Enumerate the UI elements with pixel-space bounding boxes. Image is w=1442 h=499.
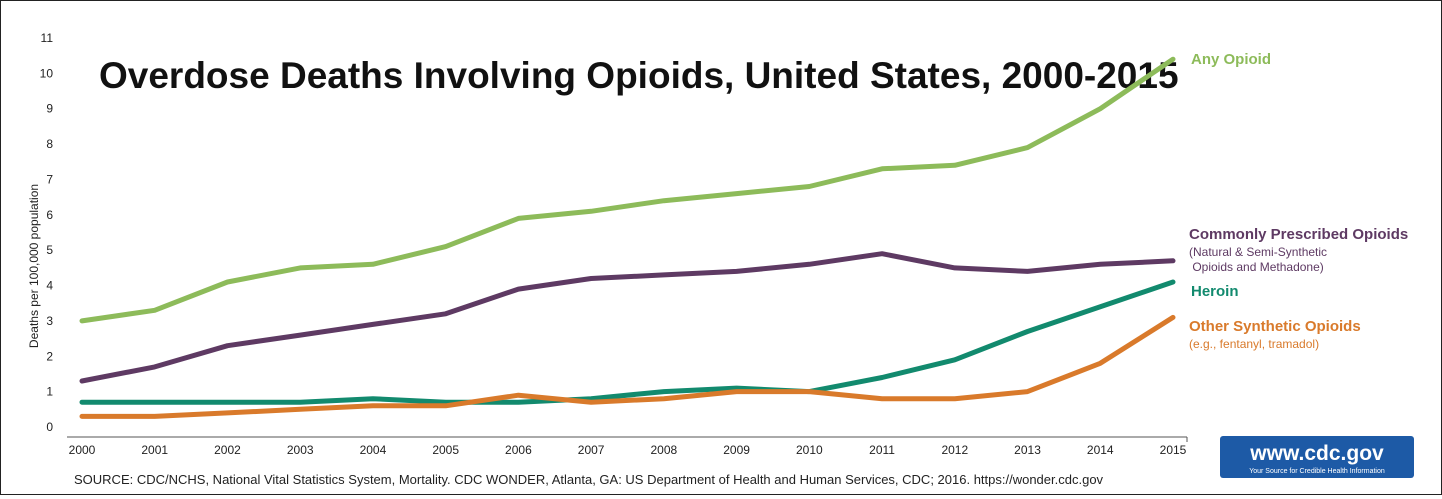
series-sublabel-commonly-prescribed-opioids: (Natural & Semi-Synthetic xyxy=(1189,245,1327,259)
series-sublabel-commonly-prescribed-opioids: Opioids and Methadone) xyxy=(1189,260,1324,274)
y-tick-label: 0 xyxy=(46,420,53,434)
x-tick-label: 2005 xyxy=(432,443,459,457)
x-tick-label: 2013 xyxy=(1014,443,1041,457)
x-tick-label: 2009 xyxy=(723,443,750,457)
x-tick-label: 2004 xyxy=(360,443,387,457)
y-tick-label: 8 xyxy=(46,137,53,151)
series-lines xyxy=(79,56,1176,419)
y-tick-label: 11 xyxy=(41,31,54,45)
y-tick-label: 3 xyxy=(46,314,53,328)
x-tick-label: 2007 xyxy=(578,443,605,457)
series-label-any-opioid: Any Opioid xyxy=(1191,51,1271,68)
x-tick-label: 2015 xyxy=(1160,443,1187,457)
chart-title: Overdose Deaths Involving Opioids, Unite… xyxy=(99,55,1179,96)
y-tick-label: 5 xyxy=(46,243,53,257)
y-tick-label: 9 xyxy=(46,102,53,116)
y-tick-label: 10 xyxy=(40,66,54,80)
series-line-any-opioid xyxy=(79,56,1176,324)
x-tick-label: 2010 xyxy=(796,443,823,457)
x-tick-label: 2008 xyxy=(651,443,678,457)
series-label-commonly-prescribed-opioids: Commonly Prescribed Opioids xyxy=(1189,226,1408,243)
y-tick-label: 2 xyxy=(46,349,53,363)
cdc-logo-badge xyxy=(1220,436,1414,478)
series-line-other-synthetic-opioids xyxy=(79,314,1176,419)
series-labels: Any Opioid Commonly Prescribed Opioids (Na… xyxy=(1189,51,1408,351)
series-sublabel-other-synthetic-opioids: (e.g., fentanyl, tramadol) xyxy=(1189,337,1319,351)
cdc-url: www.cdc.gov xyxy=(1249,442,1384,465)
x-tick-label: 2002 xyxy=(214,443,241,457)
source-note: SOURCE: CDC/NCHS, National Vital Statist… xyxy=(74,472,1104,487)
x-tick-label: 2011 xyxy=(869,443,895,457)
y-axis-ticks: 0 1 2 3 4 5 6 7 8 9 10 11 xyxy=(40,31,54,434)
x-tick-label: 2014 xyxy=(1087,443,1114,457)
x-tick-label: 2012 xyxy=(941,443,968,457)
x-tick-label: 2006 xyxy=(505,443,532,457)
x-tick-label: 2001 xyxy=(141,443,168,457)
y-tick-label: 6 xyxy=(46,208,53,222)
x-axis-ticks: 2000 2001 2002 2003 2004 2005 2006 2007 2008 2009… xyxy=(69,443,1187,457)
x-tick-label: 2003 xyxy=(287,443,314,457)
cdc-logo[interactable]: www.cdc.gov Your Source for Credible Hea… xyxy=(1220,436,1414,478)
series-label-other-synthetic-opioids: Other Synthetic Opioids xyxy=(1189,318,1361,335)
y-tick-label: 7 xyxy=(46,172,53,186)
y-axis-label: Deaths per 100,000 population xyxy=(27,184,41,348)
series-line-heroin xyxy=(79,279,1176,405)
series-label-heroin: Heroin xyxy=(1191,283,1239,300)
x-tick-label: 2000 xyxy=(69,443,96,457)
y-tick-label: 1 xyxy=(46,385,53,399)
cdc-tagline: Your Source for Credible Health Informat… xyxy=(1249,468,1385,475)
series-line-commonly-prescribed-opioids xyxy=(79,251,1176,384)
y-tick-label: 4 xyxy=(46,279,53,293)
